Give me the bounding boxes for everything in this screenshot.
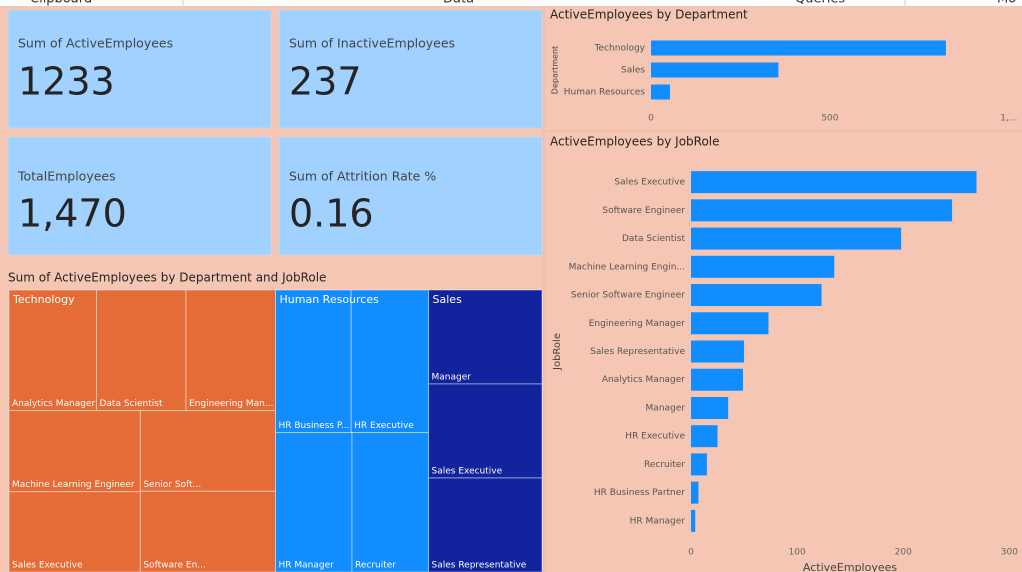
ribbon-label: Clipboard bbox=[30, 0, 92, 7]
y-tick-label: Human Resources bbox=[564, 88, 646, 98]
treemap-tile-label: HR Business P... bbox=[279, 421, 350, 431]
bar bbox=[691, 199, 953, 222]
bar bbox=[651, 84, 670, 100]
bar bbox=[691, 425, 718, 448]
card bbox=[278, 136, 543, 256]
treemap-tile-label: Manager bbox=[432, 373, 472, 383]
bar bbox=[651, 62, 779, 78]
treemap-tile-label: Machine Learning Engineer bbox=[12, 480, 135, 490]
y-tick-label: Recruiter bbox=[644, 460, 685, 470]
ribbon-label: Queries bbox=[795, 0, 845, 7]
bar bbox=[691, 368, 744, 391]
treemap-tile bbox=[8, 289, 97, 412]
y-tick-label: Technology bbox=[594, 44, 646, 54]
treemap-tile-label: Sales Executive bbox=[432, 467, 503, 477]
x-axis-title: ActiveEmployees bbox=[803, 561, 898, 572]
treemap-tile-label: Data Scientist bbox=[99, 399, 162, 409]
treemap-tile bbox=[428, 383, 543, 479]
y-tick-label: Software Engineer bbox=[602, 206, 685, 216]
chart-title: ActiveEmployees by Department bbox=[550, 8, 748, 22]
treemap-tile bbox=[351, 432, 430, 572]
card-label: Sum of InactiveEmployees bbox=[289, 36, 455, 51]
treemap-tile-label: Software En... bbox=[143, 561, 206, 571]
card-label: Sum of ActiveEmployees bbox=[18, 36, 173, 51]
treemap-tile-label: Senior Soft... bbox=[143, 480, 201, 490]
ribbon-label: Mo bbox=[997, 0, 1016, 7]
treemap-group-label: Human Resources bbox=[280, 293, 380, 306]
treemap-tile-label: Engineering Man... bbox=[189, 399, 273, 409]
treemap-tile bbox=[428, 289, 543, 385]
bar bbox=[691, 312, 769, 335]
y-tick-label: HR Business Partner bbox=[594, 488, 685, 498]
treemap-tile bbox=[350, 289, 430, 434]
card-value: 1,470 bbox=[18, 192, 127, 236]
treemap-tile-label: Analytics Manager bbox=[12, 399, 95, 409]
card-label: Sum of Attrition Rate % bbox=[289, 169, 436, 184]
x-tick-label: 0 bbox=[648, 114, 654, 124]
y-tick-label: Manager bbox=[646, 403, 686, 413]
treemap-tile bbox=[428, 477, 543, 572]
treemap-tile-label: Recruiter bbox=[355, 561, 396, 571]
y-axis-title: Department bbox=[551, 46, 560, 94]
x-tick-label: 300 bbox=[1001, 548, 1018, 558]
y-tick-label: Analytics Manager bbox=[602, 375, 685, 385]
x-tick-label: 500 bbox=[821, 114, 838, 124]
treemap-tile-label: HR Manager bbox=[279, 561, 335, 571]
ribbon-label: Data bbox=[443, 0, 474, 7]
chart-title: ActiveEmployees by JobRole bbox=[550, 135, 720, 149]
bar bbox=[691, 396, 729, 419]
y-axis-title: JobRole bbox=[552, 333, 563, 371]
card bbox=[278, 9, 543, 129]
bar bbox=[691, 340, 745, 363]
treemap-tile-label: Sales Executive bbox=[12, 561, 83, 571]
bar bbox=[691, 509, 696, 532]
treemap-tile bbox=[8, 410, 141, 493]
bar bbox=[651, 40, 946, 56]
card-value: 1233 bbox=[18, 60, 115, 104]
bar bbox=[691, 453, 707, 476]
bar bbox=[691, 227, 902, 250]
treemap-tile bbox=[139, 490, 276, 572]
treemap-tile-label: Sales Representative bbox=[432, 561, 527, 571]
card-value: 237 bbox=[289, 60, 362, 104]
y-tick-label: Sales bbox=[621, 66, 645, 76]
treemap-tile bbox=[95, 289, 187, 412]
treemap-tile bbox=[275, 289, 352, 434]
treemap-tile bbox=[185, 289, 277, 412]
bar bbox=[691, 255, 835, 278]
treemap-group-label: Sales bbox=[433, 293, 463, 306]
treemap-tile bbox=[275, 432, 353, 572]
bar bbox=[691, 481, 699, 504]
chart-title: Sum of ActiveEmployees by Department and… bbox=[8, 271, 326, 285]
treemap-tile bbox=[139, 410, 276, 492]
treemap-tile-label: HR Executive bbox=[354, 421, 414, 431]
treemap-tile bbox=[8, 491, 141, 572]
y-tick-label: Senior Software Engineer bbox=[571, 291, 685, 301]
card bbox=[7, 136, 272, 256]
y-tick-label: Sales Representative bbox=[590, 347, 685, 357]
card bbox=[7, 9, 272, 129]
y-tick-label: Engineering Manager bbox=[589, 319, 686, 329]
x-tick-label: 0 bbox=[688, 548, 694, 558]
y-tick-label: Data Scientist bbox=[622, 234, 685, 244]
y-tick-label: Sales Executive bbox=[614, 178, 685, 188]
y-tick-label: HR Manager bbox=[630, 516, 686, 526]
x-tick-label: 1,... bbox=[1000, 114, 1017, 124]
bar bbox=[691, 284, 822, 307]
x-tick-label: 100 bbox=[789, 548, 806, 558]
x-tick-label: 200 bbox=[895, 548, 912, 558]
ribbon bbox=[0, 0, 1022, 6]
treemap-group-label: Technology bbox=[12, 293, 75, 306]
card-value: 0.16 bbox=[289, 192, 374, 236]
y-tick-label: HR Executive bbox=[625, 432, 685, 442]
bar bbox=[691, 171, 977, 194]
card-label: TotalEmployees bbox=[17, 169, 116, 184]
y-tick-label: Machine Learning Engin... bbox=[569, 262, 685, 272]
